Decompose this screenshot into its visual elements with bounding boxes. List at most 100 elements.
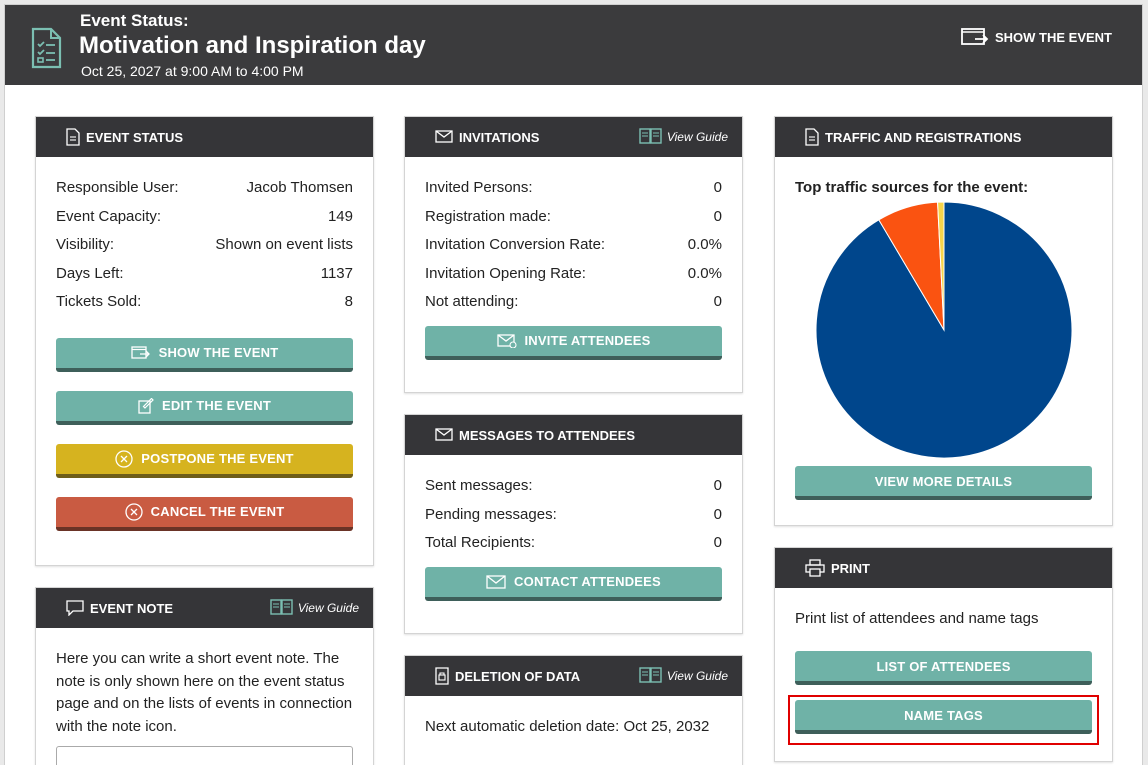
contact-attendees-button[interactable]: CONTACT ATTENDEES [425,566,722,601]
event-note-textarea[interactable] [56,746,353,765]
page-header: Event Status: Motivation and Inspiration… [5,5,1142,85]
row-value: 0.0% [687,264,722,282]
row-value: 0.0% [687,236,722,254]
row-label: Responsible User: [56,179,179,196]
deletion-date-text: Next automatic deletion date: Oct 25, 20… [425,718,710,735]
row-value: 0 [713,293,722,311]
print-panel: PRINT Print list of attendees and name t… [774,547,1113,762]
print-description: Print list of attendees and name tags [795,610,1039,627]
row-value: 1137 [320,264,353,282]
invitation-row-invited: Invited Persons: 0 [425,179,722,208]
row-label: Invitation Conversion Rate: [425,236,606,254]
header-show-event-link[interactable]: SHOW THE EVENT [961,27,1112,47]
row-value: 8 [344,293,353,311]
invitation-row-registrations: Registration made: 0 [425,208,722,237]
event-note-view-guide-link[interactable]: View Guide [270,599,359,617]
traffic-panel: TRAFFIC AND REGISTRATIONS Top traffic so… [774,116,1113,526]
header-show-event-label: SHOW THE EVENT [994,29,1112,45]
status-row-capacity: Event Capacity: 149 [56,208,353,237]
checklist-document-icon [31,27,62,69]
row-label: Invitation Opening Rate: [425,264,586,282]
show-event-icon [961,28,989,45]
row-label: Tickets Sold: [56,293,142,311]
envelope-icon [486,575,506,589]
list-of-attendees-button[interactable]: LIST OF ATTENDEES [795,651,1092,685]
close-circle-icon [124,503,143,521]
event-note-panel: EVENT NOTE View Guide Here you can write… [35,587,374,765]
status-row-tickets: Tickets Sold: 8 [56,293,353,322]
guide-book-icon [270,599,293,615]
messages-title: MESSAGES TO ATTENDEES [459,427,636,443]
invite-attendees-button[interactable]: INVITE ATTENDEES [425,325,722,360]
event-status-header: EVENT STATUS [36,117,373,157]
row-label: Event Capacity: [56,207,162,225]
show-event-icon [130,346,150,359]
document-icon [66,128,80,146]
name-tags-button[interactable]: NAME TAGS [795,700,1092,734]
edit-icon [138,397,154,414]
status-row-days-left: Days Left: 1137 [56,265,353,294]
row-label: Registration made: [425,207,551,225]
contact-attendees-label: CONTACT ATTENDEES [514,574,661,590]
invite-attendees-label: INVITE ATTENDEES [524,333,651,349]
mail-icon [435,130,453,144]
mail-icon [496,334,517,348]
show-event-button[interactable]: SHOW THE EVENT [56,337,353,372]
invitation-row-not-attending: Not attending: 0 [425,293,722,322]
row-value: 0 [713,207,722,225]
row-value: 149 [327,207,353,225]
row-value: Shown on event lists [215,236,353,254]
print-title: PRINT [831,560,870,576]
invitation-row-conversion: Invitation Conversion Rate: 0.0% [425,236,722,265]
invitations-view-guide-link[interactable]: View Guide [639,128,728,146]
row-label: Total Recipients: [425,534,536,552]
page-title: Motivation and Inspiration day [79,32,426,59]
event-status-page: Event Status: Motivation and Inspiration… [4,4,1143,765]
traffic-chart-title: Top traffic sources for the event: [795,179,1029,196]
cancel-event-label: CANCEL THE EVENT [150,504,285,520]
deletion-view-guide-link[interactable]: View Guide [639,667,728,685]
traffic-header: TRAFFIC AND REGISTRATIONS [775,117,1112,157]
invitation-row-opening: Invitation Opening Rate: 0.0% [425,265,722,294]
document-lock-icon [435,667,449,685]
name-tags-label: NAME TAGS [904,707,983,723]
invitations-header: INVITATIONS View Guide [405,117,742,157]
show-event-label: SHOW THE EVENT [158,345,279,361]
print-header: PRINT [775,548,1112,588]
close-circle-icon [115,450,133,468]
event-note-description: Here you can write a short event note. T… [56,650,353,735]
view-guide-label: View Guide [666,669,728,683]
invitations-title: INVITATIONS [459,129,540,145]
row-label: Not attending: [425,293,519,311]
guide-book-icon [639,667,662,683]
name-tags-highlight-box [788,695,1099,745]
messages-panel: MESSAGES TO ATTENDEES Sent messages: 0 Pe… [404,414,743,634]
row-value: Jacob Thomsen [246,179,353,196]
row-label: Visibility: [56,236,115,254]
row-label: Pending messages: [425,505,557,523]
status-row-responsible: Responsible User: Jacob Thomsen [56,179,353,208]
invitations-panel: INVITATIONS View Guide Invited Persons: 0… [404,116,743,393]
event-status-panel: EVENT STATUS Responsible User: Jacob Thom… [35,116,374,566]
traffic-pie-chart [815,201,1073,459]
postpone-event-button[interactable]: POSTPONE THE EVENT [56,443,353,478]
traffic-title: TRAFFIC AND REGISTRATIONS [825,129,1022,145]
list-of-attendees-label: LIST OF ATTENDEES [876,658,1011,674]
postpone-event-label: POSTPONE THE EVENT [141,451,294,467]
row-value: 0 [713,477,722,494]
edit-event-button[interactable]: EDIT THE EVENT [56,390,353,425]
messages-row-pending: Pending messages: 0 [425,506,722,535]
cancel-event-button[interactable]: CANCEL THE EVENT [56,496,353,531]
header-eyebrow: Event Status: [80,11,189,30]
speech-bubble-icon [66,600,84,616]
document-icon [805,128,819,146]
messages-row-recipients: Total Recipients: 0 [425,534,722,563]
row-label: Invited Persons: [425,179,533,196]
deletion-header: DELETION OF DATA View Guide [405,656,742,696]
messages-header: MESSAGES TO ATTENDEES [405,415,742,455]
event-date: Oct 25, 2027 at 9:00 AM to 4:00 PM [81,63,304,79]
view-guide-label: View Guide [666,130,728,144]
event-note-header: EVENT NOTE View Guide [36,588,373,628]
pie-slice-3 [937,201,945,331]
view-more-details-button[interactable]: VIEW MORE DETAILS [795,466,1092,500]
